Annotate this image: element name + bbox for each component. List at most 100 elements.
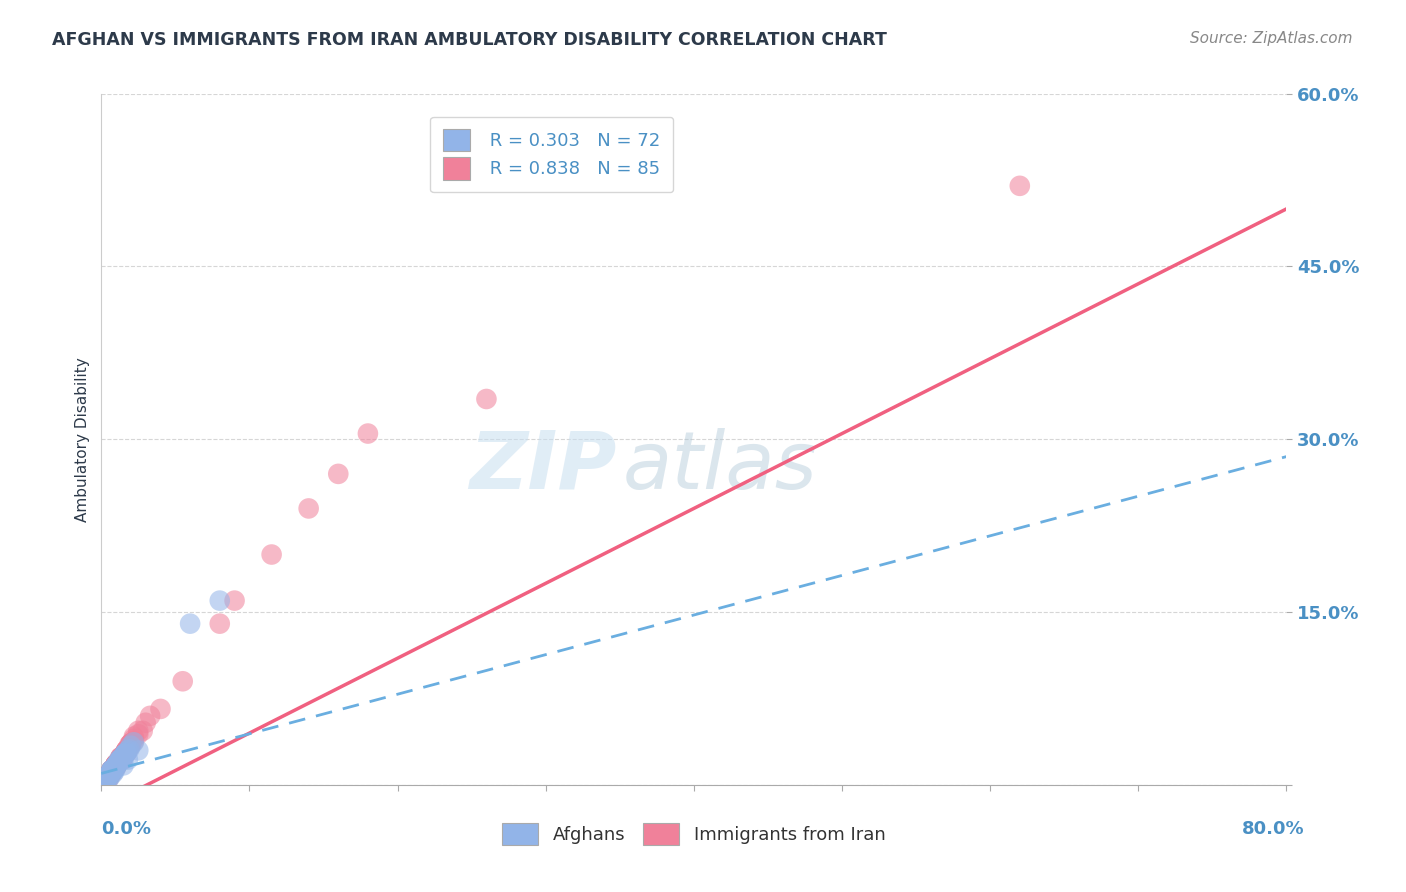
Point (100, 765, 122, 780)
Point (108, 755, 131, 769)
Point (100, 763, 122, 777)
Point (122, 734, 145, 748)
Point (100, 763, 122, 777)
Point (115, 746, 138, 760)
Point (111, 753, 134, 767)
Point (117, 753, 139, 767)
Point (115, 743, 138, 757)
Point (96, 771, 118, 785)
Point (122, 735, 145, 749)
Point (94, 774, 117, 789)
Point (105, 757, 128, 772)
Point (111, 750, 134, 764)
Point (97, 772, 120, 787)
Point (179, 616, 201, 631)
Point (114, 746, 136, 760)
Point (100, 763, 122, 777)
Point (97, 769, 120, 783)
Point (100, 763, 122, 777)
Point (105, 757, 128, 772)
Point (111, 750, 134, 764)
Point (475, 392, 498, 406)
Point (115, 743, 138, 757)
Point (96, 771, 118, 785)
Point (105, 759, 128, 773)
Point (114, 747, 136, 761)
Point (260, 548, 283, 562)
Point (100, 764, 122, 778)
Point (93, 774, 115, 789)
Point (105, 758, 128, 772)
Point (115, 743, 138, 757)
Point (132, 723, 155, 738)
Point (100, 764, 122, 778)
Text: AFGHAN VS IMMIGRANTS FROM IRAN AMBULATORY DISABILITY CORRELATION CHART: AFGHAN VS IMMIGRANTS FROM IRAN AMBULATOR… (52, 31, 887, 49)
Point (111, 750, 134, 764)
Point (105, 757, 128, 772)
Point (111, 750, 134, 764)
Point (105, 757, 128, 772)
Point (172, 674, 194, 689)
Point (105, 757, 128, 772)
Point (105, 757, 128, 772)
Point (328, 467, 350, 481)
Point (105, 757, 128, 772)
Point (100, 764, 122, 778)
Point (111, 750, 134, 764)
Point (100, 763, 122, 777)
Point (108, 753, 131, 767)
Point (111, 753, 134, 767)
Point (97, 769, 120, 783)
Point (110, 750, 132, 764)
Point (122, 731, 145, 746)
Point (110, 750, 132, 764)
Text: Source: ZipAtlas.com: Source: ZipAtlas.com (1189, 31, 1353, 46)
Point (96, 770, 118, 784)
Point (111, 750, 134, 764)
Point (118, 739, 141, 754)
Point (139, 708, 162, 723)
Point (94, 773, 117, 788)
Point (110, 753, 132, 767)
Point (100, 763, 122, 777)
Point (114, 747, 136, 761)
Point (105, 757, 128, 772)
Point (108, 755, 131, 769)
Text: atlas: atlas (623, 428, 817, 506)
Point (105, 758, 128, 772)
Point (101, 763, 124, 777)
Point (101, 763, 124, 777)
Point (101, 766, 124, 780)
Point (105, 758, 128, 772)
Point (118, 739, 141, 754)
Point (105, 761, 128, 775)
Point (105, 758, 128, 772)
Point (105, 758, 128, 772)
Point (107, 756, 129, 770)
Point (110, 753, 132, 767)
Point (111, 753, 134, 767)
Point (120, 737, 142, 751)
Point (105, 758, 128, 772)
Point (118, 738, 141, 752)
Point (105, 758, 128, 772)
Point (100, 764, 122, 778)
Point (100, 763, 122, 777)
Point (105, 757, 128, 772)
Point (112, 753, 135, 767)
Point (100, 765, 122, 780)
Point (149, 702, 172, 716)
Point (114, 746, 136, 760)
Point (101, 764, 124, 778)
Point (105, 757, 128, 772)
Point (105, 759, 128, 773)
Point (135, 715, 157, 730)
Point (101, 763, 124, 777)
Point (208, 593, 231, 607)
Point (100, 765, 122, 780)
Point (1008, 178, 1031, 193)
Point (105, 758, 128, 772)
Point (110, 753, 132, 767)
Y-axis label: Ambulatory Disability: Ambulatory Disability (75, 357, 90, 522)
Point (118, 742, 141, 756)
